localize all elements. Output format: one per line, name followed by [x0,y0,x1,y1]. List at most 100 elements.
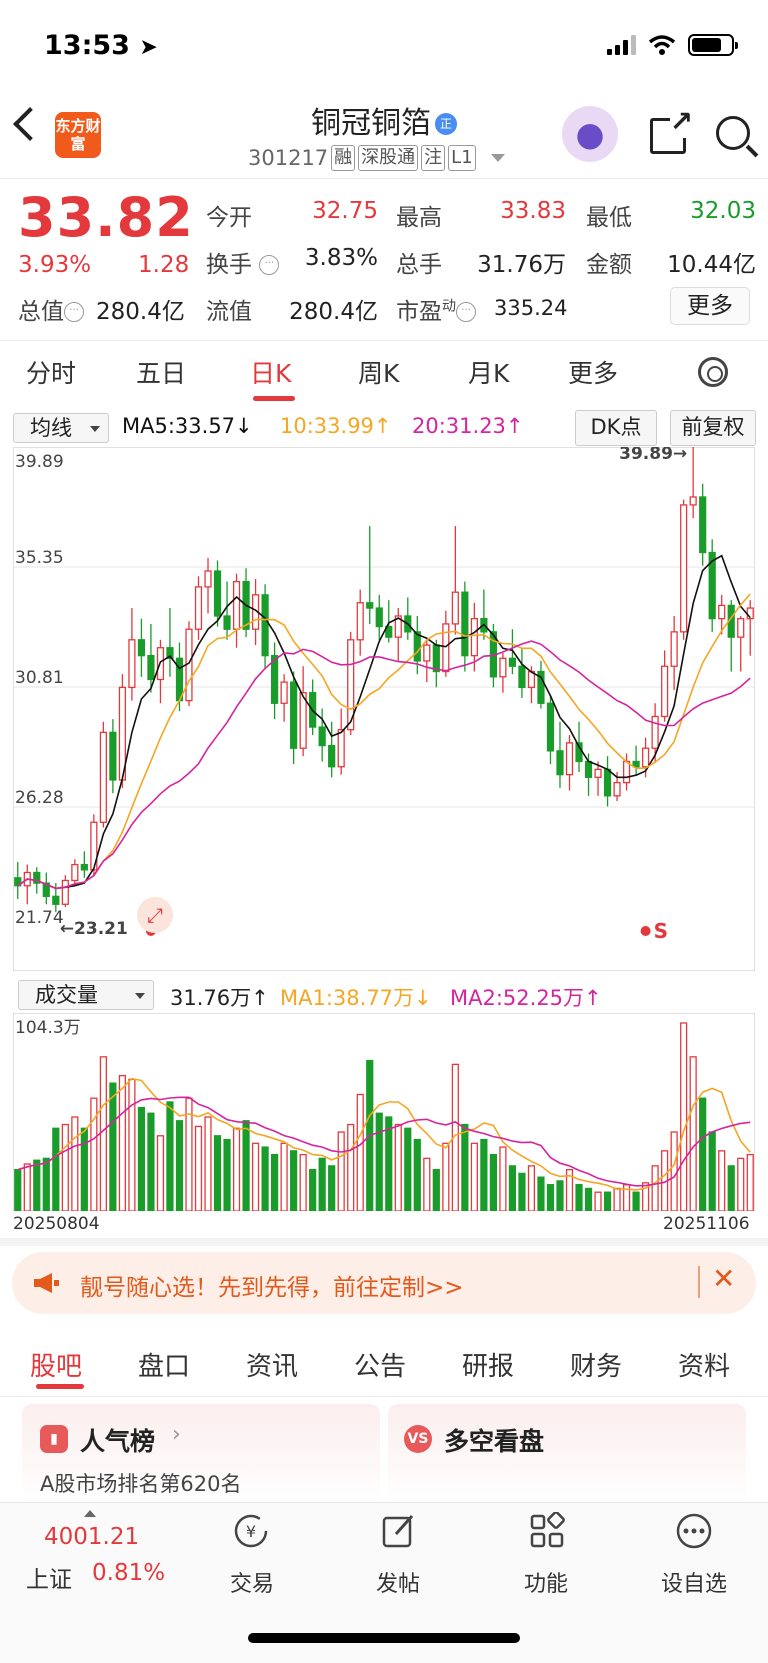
volume-bar [23,1163,31,1212]
ma20-line [17,640,751,890]
app-logo: 东方财富 [55,112,101,158]
trade-icon[interactable]: ¥ [232,1512,270,1550]
tab-finance[interactable]: 财务 [570,1352,623,1382]
tab-intraday[interactable]: 分时 [26,359,77,388]
bull-bear-title[interactable]: 多空看盘 [444,1427,545,1456]
index-value[interactable]: 4001.21 [44,1524,140,1550]
tab-announcement[interactable]: 公告 [354,1352,407,1382]
candle-body [423,644,431,662]
mktcap-label[interactable]: 总值 ··· [18,292,84,326]
volume-bar [394,1123,402,1212]
assistant-robot-icon[interactable] [562,106,618,162]
volume-bar [118,1074,126,1212]
tab-profile[interactable]: 资料 [678,1352,731,1382]
candle-body [80,863,88,871]
candle-body [461,591,469,657]
volume-value: 31.76万 [477,252,566,278]
volume-bar [423,1157,431,1212]
tab-five-day[interactable]: 五日 [136,359,187,388]
candle-body [347,639,355,731]
tab-news[interactable]: 资讯 [246,1352,299,1382]
tab-weekly-k[interactable]: 周K [358,359,400,388]
tabbar-watchlist[interactable]: 设自选 [660,1572,727,1597]
chevron-up-icon[interactable] [84,1510,96,1517]
kline-chart[interactable]: 39.89 35.35 30.81 26.28 21.74 39.89→ ←23.21 S ⤢ [13,444,755,971]
tabbar-trade[interactable]: 交易 [229,1572,274,1597]
volume-bar [556,1180,564,1212]
indicator-select[interactable]: 均线 [13,413,109,443]
volume-svg[interactable]: 104.3万 [13,1013,755,1212]
stock-name: 铜冠铜箔 [311,106,431,141]
promo-banner[interactable] [12,1252,756,1314]
volume-bar [194,1125,203,1212]
volume-bar [137,1106,146,1212]
candle-body [61,879,69,905]
volume-bar [309,1168,317,1212]
more-dots-icon[interactable] [675,1512,713,1550]
volume-bar [584,1187,593,1212]
function-grid-icon[interactable] [528,1512,566,1550]
volume-indicator-select[interactable]: 成交量 [18,980,154,1010]
volume-bar [14,1168,22,1212]
popularity-title[interactable]: 人气榜 [80,1427,156,1456]
expand-icon [137,897,173,933]
candle-body [328,744,336,768]
adjust-button[interactable]: 前复权 [670,410,756,446]
volume-bar [232,1127,241,1212]
candle-body [280,681,288,704]
candle-body [299,692,307,749]
turnover-label[interactable]: 换手 ··· [206,245,280,279]
tab-pankou[interactable]: 盘口 [138,1352,191,1382]
search-icon[interactable] [716,116,750,150]
popularity-card[interactable] [22,1404,380,1504]
tab-monthly-k[interactable]: 月K [468,359,510,388]
info-icon[interactable]: ··· [259,255,280,275]
candle-body [556,750,564,776]
close-icon[interactable]: ✕ [712,1262,736,1295]
bull-bear-card[interactable] [388,1404,746,1504]
kline-svg[interactable]: 39.89 35.35 30.81 26.28 21.74 39.89→ ←23.21 S ⤢ [13,444,755,971]
open-label: 今开 [206,205,252,231]
index-name[interactable]: 上证 [26,1567,72,1593]
share-icon[interactable] [650,105,693,154]
pe-label[interactable]: 市盈动 ··· [396,292,476,326]
tab-guba[interactable]: 股吧 [30,1352,83,1382]
volume-bar [204,1116,212,1212]
volume-chart[interactable]: 104.3万 [13,1013,755,1212]
volume-bar [347,1123,355,1212]
volume-bar [680,1022,688,1212]
candle-body [680,504,688,633]
dk-point-button[interactable]: DK点 [575,410,657,446]
banner-text[interactable]: 靓号随心选！先到先得，前往定制>> [80,1275,464,1301]
popularity-rank: A股市场排名第620名 [40,1472,242,1496]
price-axis-label: 26.28 [15,788,64,808]
index-percent[interactable]: 0.81% [92,1560,166,1586]
candle-body [166,647,174,659]
candle-body [642,747,650,768]
volume-bar [575,1184,583,1212]
volume-bar [337,1131,345,1212]
candle-body [413,631,421,662]
open-value: 32.75 [312,198,378,224]
tag-level: L1 [448,145,476,171]
tab-daily-k[interactable]: 日K [250,359,292,388]
tabbar-post[interactable]: 发帖 [375,1572,420,1597]
chevron-right-icon[interactable]: › [172,1422,181,1447]
chevron-down-icon[interactable] [490,154,505,162]
candle-body [594,768,602,778]
tab-research[interactable]: 研报 [462,1352,515,1382]
amount-label: 金额 [586,252,632,278]
stock-subline[interactable]: 301217 融 深股通 注 L1 [248,145,505,171]
tabbar-function[interactable]: 功能 [523,1572,568,1597]
tab-more[interactable]: 更多 [568,359,619,388]
volume-bar [356,1093,364,1212]
candle-body [147,655,155,681]
more-button[interactable]: 更多 [670,287,750,325]
candle-body [470,617,478,657]
post-icon[interactable] [380,1512,418,1550]
info-icon[interactable]: ··· [64,302,84,322]
active-tab-indicator [253,396,295,401]
info-icon[interactable]: ··· [456,302,476,322]
gear-icon[interactable] [698,357,728,387]
low-label: 最低 [586,205,632,231]
